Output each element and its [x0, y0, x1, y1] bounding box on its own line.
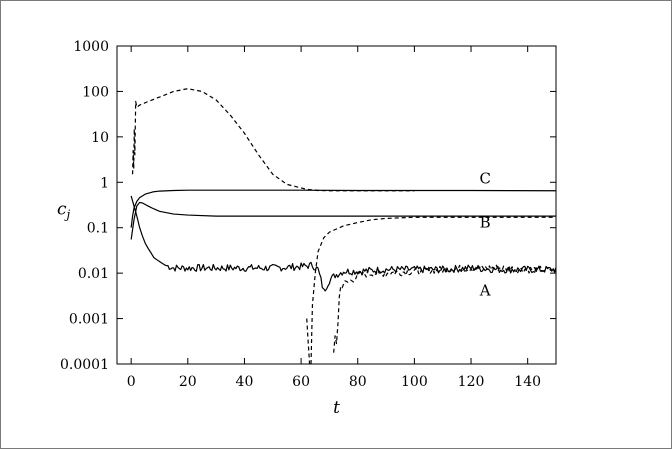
- series-line-C: [130, 189, 557, 228]
- x-tick-label: 140: [514, 374, 541, 390]
- y-tick-label: 1: [100, 175, 109, 191]
- ticks-group: 0 20 40 60 80 100 120 140 0.0001 0.001 0.01 0.1 1 10 1…: [60, 39, 556, 390]
- x-tick-label: 0: [127, 374, 136, 390]
- dashed-series-line-5: [306, 318, 311, 365]
- y-tick-label: 1000: [73, 39, 109, 55]
- curves-group: [130, 88, 557, 365]
- y-tick-label: 0.001: [69, 312, 109, 328]
- x-tick-label: 80: [349, 374, 367, 390]
- series-line-B: [130, 201, 556, 240]
- y-tick-label: 10: [91, 130, 109, 146]
- series-line-A: [130, 195, 557, 292]
- curve-label-C: C: [479, 169, 490, 187]
- y-tick-label: 0.01: [78, 266, 109, 282]
- y-tick-label: 0.0001: [60, 357, 109, 373]
- plot-area-border: [116, 45, 557, 365]
- x-tick-label: 20: [179, 374, 197, 390]
- dashed-series-line-3: [131, 88, 415, 192]
- x-tick-label: 120: [458, 374, 485, 390]
- y-axis-title-subscript: j: [64, 208, 71, 222]
- curve-label-B: B: [480, 214, 491, 232]
- curve-label-A: A: [479, 282, 491, 300]
- y-tick-label: 0.1: [87, 221, 109, 237]
- x-tick-label: 100: [401, 374, 428, 390]
- y-axis-title-main: c: [57, 200, 67, 220]
- dashed-series-line-6: [333, 264, 557, 353]
- x-axis-title: t: [333, 398, 340, 418]
- curve-labels-group: C B A: [479, 169, 491, 299]
- dashed-series-line-4: [310, 216, 556, 365]
- x-tick-label: 60: [292, 374, 310, 390]
- y-axis-title: cj: [57, 200, 71, 222]
- x-tick-label: 40: [236, 374, 254, 390]
- y-tick-label: 100: [82, 84, 109, 100]
